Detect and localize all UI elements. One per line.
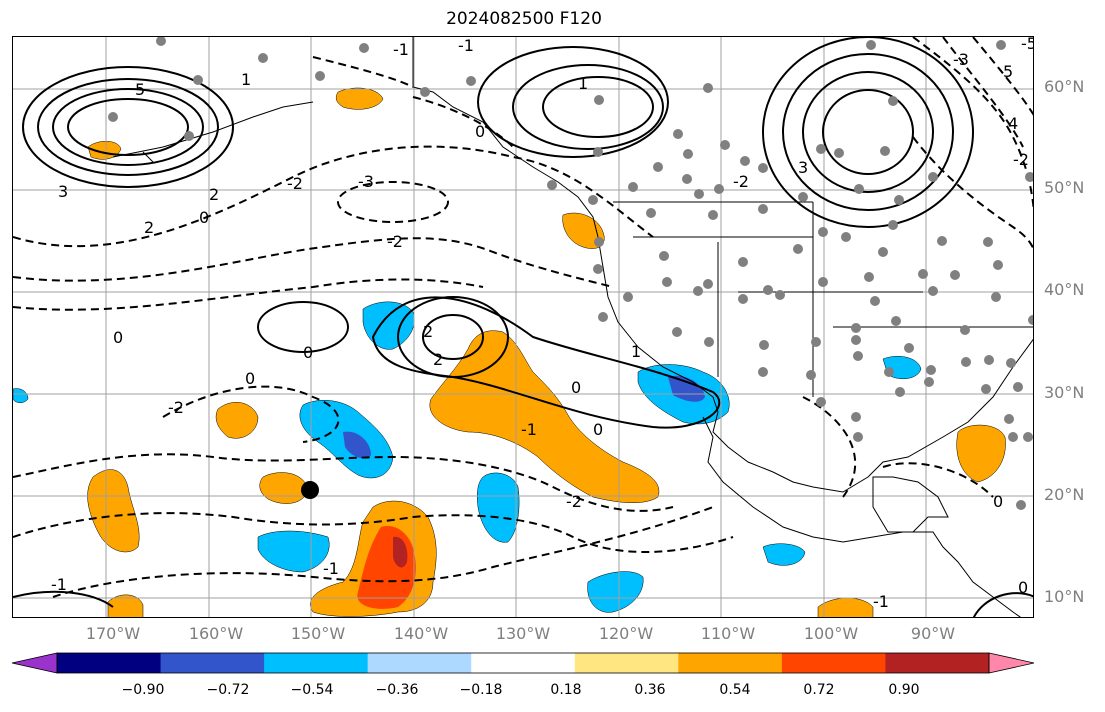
- contour-label: -1: [873, 592, 889, 611]
- positive-anomaly-region: [817, 597, 874, 617]
- contour-label: 3: [58, 182, 68, 201]
- contour-label: 0: [1018, 578, 1028, 597]
- lat-label: 20°N: [1044, 485, 1085, 504]
- contour-label: 3: [798, 158, 808, 177]
- negative-anomaly-region: [587, 571, 644, 613]
- colorbar-segment: [678, 653, 783, 673]
- contour-label: 5: [135, 80, 145, 99]
- lon-label: 130°W: [495, 624, 551, 643]
- lat-label: 30°N: [1044, 383, 1085, 402]
- contour-label: 2: [209, 185, 219, 204]
- contour-label: 0: [303, 343, 313, 362]
- colorbar-tick-label: −0.36: [375, 682, 419, 698]
- contour-label: -1: [458, 37, 474, 55]
- strong-negative-region: [668, 375, 705, 402]
- contour-label: -1: [323, 559, 339, 578]
- contour-label-layer: 5 3 2 0 0 -1 1 -2 -3 2 -2 0 0 -1 -2 2 1 …: [51, 37, 1034, 611]
- lon-label: 150°W: [290, 624, 346, 643]
- contour-label: 5: [1003, 62, 1013, 81]
- colorbar-segment: [885, 653, 990, 673]
- contour-label: 0: [475, 122, 485, 141]
- contour-label: 4: [1008, 114, 1018, 133]
- map-svg: 5 3 2 0 0 -1 1 -2 -3 2 -2 0 0 -1 -2 2 1 …: [13, 37, 1034, 617]
- contour-label: 0: [245, 369, 255, 388]
- contour-label: 0: [113, 328, 123, 347]
- colorbar-tick-label: 0.36: [634, 682, 666, 698]
- colorbar-segment: [574, 653, 679, 673]
- colorbar-extend-min: [11, 652, 58, 674]
- lat-label: 10°N: [1044, 587, 1085, 606]
- negative-anomaly-region: [13, 388, 29, 403]
- contour-label: 2: [423, 322, 433, 341]
- highlight-marker: [301, 481, 319, 499]
- positive-anomaly-region: [259, 472, 309, 504]
- contour-label: -2: [287, 174, 303, 193]
- negative-anomaly-region: [362, 301, 415, 350]
- lat-label: 40°N: [1044, 280, 1085, 299]
- contour-label: -1: [521, 420, 537, 439]
- negative-anomaly-region: [476, 472, 520, 543]
- positive-anomaly-region: [956, 424, 1006, 483]
- colorbar-segment: [367, 653, 472, 673]
- colorbar-tick-label: −0.54: [290, 682, 334, 698]
- colorbar-segment: [160, 653, 265, 673]
- contour-label: 2: [433, 350, 443, 369]
- negative-anomaly-region: [762, 543, 806, 566]
- lon-label: 170°W: [85, 624, 141, 643]
- map-title: 2024082500 F120: [446, 9, 602, 29]
- coastlines: [112, 37, 1033, 617]
- contour-label: -3: [358, 172, 374, 191]
- strong-negative-region: [343, 431, 371, 459]
- very-strong-positive-region: [393, 536, 408, 568]
- colorbar-segment: [264, 653, 369, 673]
- lat-label: 50°N: [1044, 178, 1085, 197]
- colorbar: [11, 652, 1035, 674]
- positive-anomaly-region: [215, 402, 259, 439]
- lon-label: 120°W: [598, 624, 654, 643]
- colorbar-segment: [781, 653, 886, 673]
- contour-label: 0: [593, 420, 603, 439]
- lon-label: 100°W: [803, 624, 859, 643]
- colorbar-tick-label: −0.90: [121, 682, 165, 698]
- contour-label: 0: [993, 492, 1003, 511]
- contour-label: -1: [51, 575, 67, 594]
- contour-label: -2: [566, 492, 582, 511]
- colorbar-tick-label: −0.72: [206, 682, 250, 698]
- colorbar-segment: [471, 653, 576, 673]
- contour-label: 0: [571, 378, 581, 397]
- contour-label: -2: [387, 232, 403, 251]
- negative-anomaly-region: [257, 530, 330, 573]
- positive-anomaly-region: [87, 469, 140, 553]
- colorbar-tick-label: 0.72: [803, 682, 835, 698]
- lon-label: 90°W: [910, 624, 956, 643]
- colorbar-tick-label: 0.18: [550, 682, 582, 698]
- colorbar-tick-label: −0.18: [459, 682, 503, 698]
- lon-label: 110°W: [700, 624, 756, 643]
- positive-anomaly-region: [335, 87, 384, 110]
- colorbar-segments: [11, 652, 1035, 674]
- contour-label: 1: [578, 74, 588, 93]
- contour-label: -2: [168, 398, 184, 417]
- colorbar-tick-label: 0.90: [888, 682, 920, 698]
- contour-label: -1: [393, 40, 409, 59]
- colorbar-outline: [56, 652, 990, 674]
- contour-label: 1: [631, 342, 641, 361]
- contour-label: -5: [1021, 37, 1034, 53]
- colorbar-tick-label: 0.54: [719, 682, 751, 698]
- contour-label: 2: [144, 218, 154, 237]
- map-panel: 5 3 2 0 0 -1 1 -2 -3 2 -2 0 0 -1 -2 2 1 …: [12, 36, 1034, 618]
- contour-label: -2: [1013, 150, 1029, 169]
- colorbar-segment: [57, 653, 162, 673]
- contour-label: 1: [241, 70, 251, 89]
- lon-label: 140°W: [393, 624, 449, 643]
- colorbar-extend-max: [988, 652, 1035, 674]
- contour-label: -3: [953, 50, 969, 69]
- lat-label: 60°N: [1044, 77, 1085, 96]
- solid-contours: [13, 37, 1033, 617]
- station-markers: [108, 37, 1033, 510]
- lon-label: 160°W: [188, 624, 244, 643]
- contour-label: 0: [199, 208, 209, 227]
- contour-label: -2: [733, 172, 749, 191]
- dashed-contours: [13, 37, 1033, 598]
